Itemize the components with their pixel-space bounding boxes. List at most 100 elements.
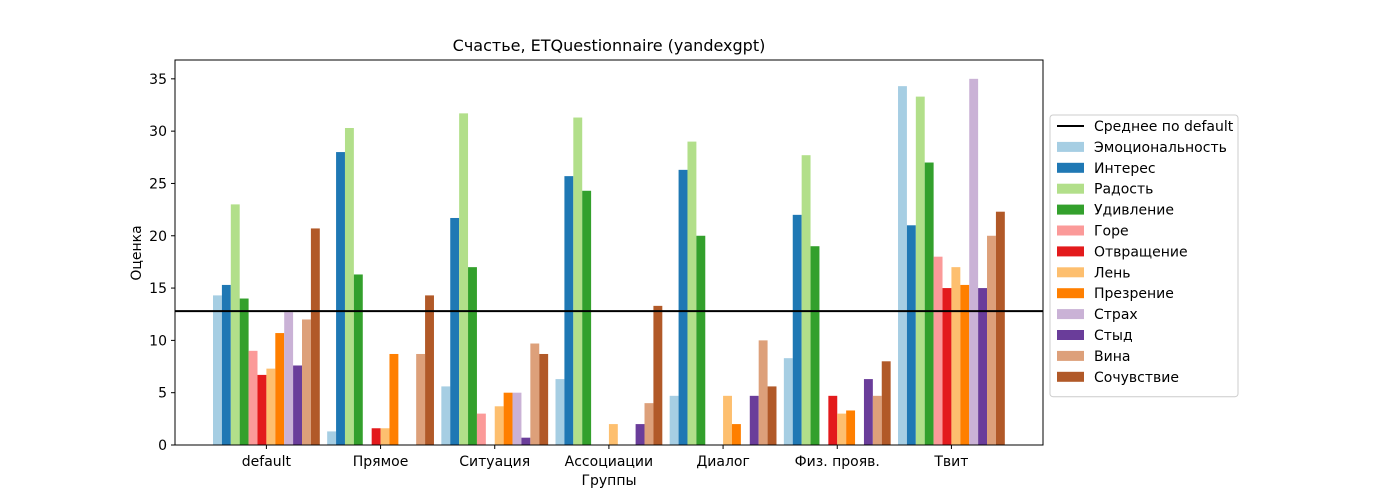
legend-label: Страх xyxy=(1094,307,1138,323)
bar xyxy=(371,428,381,445)
legend-label: Интерес xyxy=(1094,161,1156,177)
bar xyxy=(353,274,363,445)
legend-label: Эмоциональность xyxy=(1094,140,1227,156)
bar xyxy=(521,437,531,445)
y-tick-label: 5 xyxy=(158,386,167,402)
bar xyxy=(801,155,811,445)
bar xyxy=(275,333,285,445)
bar xyxy=(653,305,663,445)
y-tick-label: 20 xyxy=(149,229,167,245)
bar xyxy=(951,267,961,445)
bar xyxy=(731,424,741,445)
bar xyxy=(380,428,390,445)
bar xyxy=(792,214,802,445)
bar xyxy=(828,395,838,445)
bar xyxy=(416,353,426,445)
y-axis-label: Оценка xyxy=(129,225,145,280)
bar xyxy=(257,374,267,445)
legend-swatch xyxy=(1057,309,1084,320)
x-axis-label: Группы xyxy=(581,473,636,489)
bar xyxy=(924,162,934,445)
legend-swatch xyxy=(1057,141,1084,152)
legend-swatch xyxy=(1057,288,1084,299)
bar xyxy=(530,343,540,445)
legend-swatch xyxy=(1057,162,1084,173)
bar xyxy=(635,424,645,445)
bar xyxy=(248,350,258,445)
bar xyxy=(230,204,240,446)
x-tick-label: default xyxy=(242,454,292,470)
bar xyxy=(468,267,477,445)
legend-swatch xyxy=(1057,350,1084,361)
legend-box xyxy=(1049,114,1239,398)
bar xyxy=(723,395,732,445)
bar xyxy=(389,353,399,445)
x-tick-label: Физ. прояв. xyxy=(795,454,880,470)
legend-swatch xyxy=(1057,330,1084,340)
y-tick-label: 30 xyxy=(149,124,167,140)
bar xyxy=(503,392,513,445)
bar xyxy=(441,386,451,445)
bar xyxy=(644,403,654,445)
bar xyxy=(978,288,988,445)
bar xyxy=(608,424,618,445)
bar xyxy=(512,392,522,445)
bar xyxy=(783,358,793,445)
bar xyxy=(906,225,916,445)
x-tick-label: Диалог xyxy=(696,454,749,470)
bar xyxy=(539,353,549,445)
bar xyxy=(555,379,565,445)
legend-swatch xyxy=(1057,371,1084,382)
bar xyxy=(494,406,504,445)
y-axis: 0 5 10 15 20 25 30 35 xyxy=(149,72,175,454)
legend-swatch xyxy=(1057,183,1084,194)
bar xyxy=(336,152,345,445)
bar xyxy=(863,379,873,445)
bar xyxy=(582,190,592,445)
bar xyxy=(969,78,979,445)
y-tick-label: 25 xyxy=(149,176,167,192)
legend-label: Среднее по default xyxy=(1094,119,1234,135)
y-tick-label: 0 xyxy=(158,438,167,454)
bar xyxy=(687,141,697,445)
bar xyxy=(327,431,337,445)
bar xyxy=(239,298,249,445)
y-tick-label: 35 xyxy=(149,72,167,88)
bar xyxy=(221,284,231,445)
bar xyxy=(669,395,679,445)
bar xyxy=(344,128,354,445)
bar xyxy=(310,228,320,445)
bar xyxy=(213,295,222,445)
bar xyxy=(987,235,996,445)
y-tick-label: 10 xyxy=(149,333,167,349)
legend-swatch xyxy=(1057,267,1084,278)
bar xyxy=(749,395,759,445)
legend-label: Стыд xyxy=(1094,328,1133,344)
x-tick-label: Прямое xyxy=(353,454,409,470)
bar xyxy=(678,169,688,445)
bar xyxy=(758,340,768,445)
legend-label: Сочувствие xyxy=(1094,370,1179,386)
x-tick-label: Ассоциации xyxy=(565,454,653,470)
bar xyxy=(266,368,276,445)
legend-label: Отвращение xyxy=(1094,244,1188,260)
legend-swatch xyxy=(1057,225,1084,236)
bar xyxy=(767,386,777,445)
x-tick-label: Твит xyxy=(933,454,968,470)
bar xyxy=(425,295,434,445)
bar xyxy=(573,117,583,445)
legend-label: Лень xyxy=(1094,265,1131,281)
legend-label: Вина xyxy=(1094,349,1130,365)
legend-label: Презрение xyxy=(1094,286,1174,302)
bar xyxy=(915,96,925,446)
bar xyxy=(476,413,486,445)
bar xyxy=(284,312,294,445)
bar xyxy=(450,217,460,445)
legend-swatch xyxy=(1057,246,1084,257)
chart-title: Счастье, ETQuestionnaire (yandexgpt) xyxy=(453,36,766,55)
legend-label: Удивление xyxy=(1094,203,1174,219)
x-axis: default Прямое Ситуация Ассоциации Диалог Физ… xyxy=(242,445,968,470)
bar xyxy=(872,395,882,445)
y-tick-label: 15 xyxy=(149,281,167,297)
legend: Среднее по default Эмоциональность Интерес… xyxy=(1049,114,1239,398)
